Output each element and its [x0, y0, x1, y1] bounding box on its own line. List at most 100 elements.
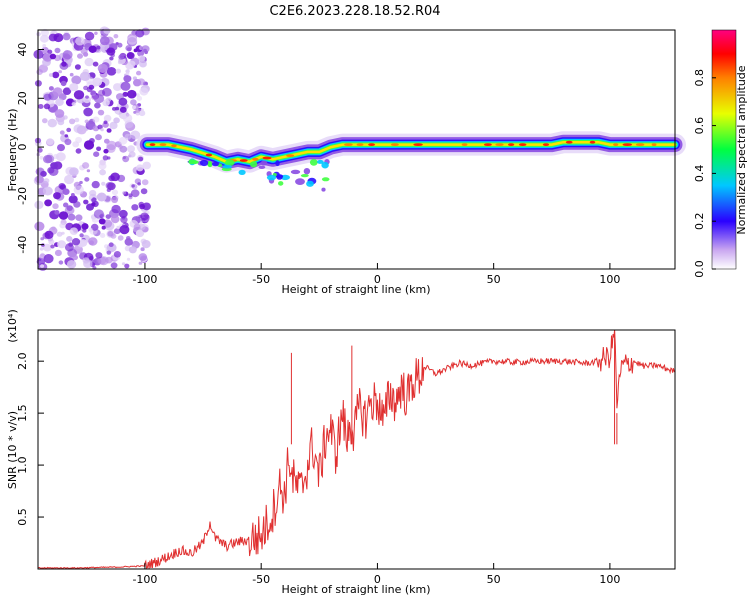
ridge-hotspot [205, 153, 213, 157]
noise-speckle [106, 47, 116, 56]
noise-speckle [84, 119, 90, 124]
noise-speckle [59, 130, 65, 135]
noise-speckle [100, 128, 104, 132]
noise-speckle [97, 63, 108, 73]
noise-speckle [52, 87, 63, 97]
noise-speckle [140, 238, 147, 244]
noise-speckle [67, 213, 76, 221]
ridge-hotspot [262, 156, 272, 160]
noise-speckle [118, 97, 128, 106]
noise-speckle [83, 107, 93, 117]
noise-speckle [44, 230, 54, 239]
noise-speckle [140, 108, 144, 112]
spectrogram-ridge [136, 131, 686, 192]
noise-speckle [69, 118, 76, 125]
colorbar-tick-label: 0.4 [693, 165, 706, 183]
noise-speckle [102, 87, 112, 97]
noise-speckle [43, 103, 51, 110]
noise-speckle [54, 47, 61, 54]
ridge-branch-blob [306, 180, 314, 187]
noise-speckle [136, 95, 143, 101]
noise-speckle [104, 138, 110, 144]
noise-speckle [64, 205, 75, 215]
ridge-branch-blob [238, 169, 246, 175]
spectrogram-noise-region [33, 26, 151, 271]
ridge-hotspot [613, 143, 619, 147]
ridge-branch-blob [303, 168, 311, 175]
noise-speckle [34, 200, 44, 210]
noise-speckle [131, 184, 135, 188]
noise-speckle [98, 218, 106, 225]
noise-speckle [105, 182, 114, 190]
ridge-branch-blob [276, 174, 283, 180]
noise-speckle [130, 130, 141, 140]
noise-speckle [42, 186, 53, 196]
noise-speckle [91, 197, 97, 203]
noise-speckle [83, 86, 88, 90]
snr-x-tick-label: -50 [252, 573, 270, 586]
noise-speckle [107, 231, 114, 237]
noise-speckle [49, 53, 57, 60]
spectrogram-y-ticks: -40 -20 0 20 40 [16, 43, 44, 254]
noise-speckle [117, 60, 122, 65]
spectrogram-frame [37, 29, 676, 270]
noise-speckle [139, 203, 146, 210]
noise-speckle [83, 52, 89, 57]
noise-speckle [34, 221, 45, 231]
ridge-hotspot [390, 143, 399, 147]
noise-speckle [130, 189, 140, 198]
noise-speckle [102, 99, 110, 107]
spectrogram-x-tick-label: 0 [374, 273, 381, 286]
noise-speckle [81, 223, 89, 230]
noise-speckle [43, 254, 54, 264]
snr-spikes [290, 330, 618, 445]
noise-speckle [64, 174, 74, 185]
noise-speckle [69, 83, 79, 92]
noise-speckle [96, 146, 102, 152]
noise-speckle [83, 96, 91, 104]
noise-speckle [140, 247, 145, 252]
ridge-branch-blob [321, 177, 330, 182]
noise-speckle [53, 192, 61, 200]
noise-speckle [140, 188, 148, 195]
ridge-branch-blob [317, 159, 324, 164]
ridge-branch-blob [275, 160, 280, 167]
noise-speckle [72, 254, 78, 261]
noise-speckle [132, 105, 136, 110]
snr-y-tick-label: 1.5 [16, 404, 29, 422]
snr-y-label: SNR (10 * v/v) [6, 411, 19, 489]
ridge-branch-blob [207, 160, 213, 167]
noise-speckle [57, 144, 65, 152]
noise-speckle [59, 222, 66, 229]
snr-y-tick-label: 0.5 [16, 508, 29, 526]
noise-speckle [78, 221, 83, 225]
noise-speckle [95, 134, 102, 141]
noise-speckle [75, 214, 83, 221]
noise-speckle [112, 107, 117, 111]
noise-speckle [113, 34, 119, 39]
noise-speckle [94, 31, 98, 35]
spectrogram-x-label: Height of straight line (km) [281, 283, 430, 296]
noise-speckle [57, 240, 66, 249]
noise-speckle [58, 211, 69, 220]
noise-speckle [88, 227, 93, 232]
noise-speckle [105, 214, 112, 220]
noise-speckle [111, 196, 119, 203]
noise-speckle [128, 246, 137, 254]
spectrogram-x-ticks: -100 -50 0 50 100 [132, 263, 620, 286]
noise-speckle [99, 36, 110, 46]
ridge-band-5 [146, 140, 677, 163]
noise-speckle [58, 70, 62, 74]
snr-plot-area [38, 330, 675, 569]
ridge-hotspot [368, 143, 375, 147]
noise-speckle [128, 60, 136, 68]
noise-speckle [69, 227, 79, 235]
spectrogram-y-tick-label: 0 [16, 144, 29, 151]
ridge-branch-blob [222, 164, 233, 169]
noise-speckle [109, 56, 114, 61]
noise-speckle [93, 209, 104, 219]
noise-speckle [64, 134, 69, 138]
noise-speckle [110, 215, 120, 224]
noise-speckle [137, 182, 141, 186]
